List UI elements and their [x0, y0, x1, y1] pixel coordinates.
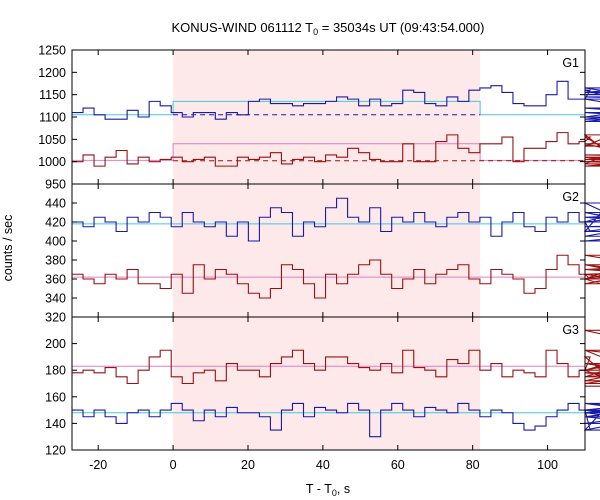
- x-tick-label: -20: [89, 458, 107, 472]
- g3-blue-histogram: [72, 402, 600, 438]
- g1-y-tick-label: 1000: [38, 155, 66, 169]
- g2-shaded-interval: [173, 184, 481, 317]
- g3-red-histogram: [72, 329, 600, 387]
- y-axis-label: counts / sec: [1, 215, 15, 282]
- x-axis-label: T - T0, s: [306, 482, 350, 498]
- g1-y-tick-label: 1050: [38, 133, 66, 147]
- panels-group: 950100010501100115012001250G132034036038…: [38, 44, 600, 472]
- x-tick-label: 20: [241, 458, 255, 472]
- g3-y-tick-label: 180: [45, 364, 66, 378]
- g1-y-tick-label: 1200: [38, 66, 66, 80]
- g1-red-histogram: [72, 132, 600, 167]
- g2-y-tick-label: 380: [45, 254, 66, 268]
- chart-title: KONUS-WIND 061112 T0 = 35034s UT (09:43:…: [172, 20, 485, 37]
- g2-red-histogram: [72, 254, 600, 299]
- g2-y-tick-label: 320: [45, 311, 66, 325]
- g2-blue-histogram: [72, 197, 600, 242]
- g2-y-tick-label: 400: [45, 235, 66, 249]
- x-tick-label: 40: [316, 458, 330, 472]
- g3-y-tick-label: 120: [45, 444, 66, 458]
- g2-y-tick-label: 360: [45, 273, 66, 287]
- g3-shaded-interval: [173, 317, 481, 450]
- x-tick-label: 100: [537, 458, 558, 472]
- g2-panel-label: G2: [562, 190, 579, 204]
- g3-frame: [71, 316, 586, 451]
- g1-panel-label: G1: [562, 56, 579, 70]
- x-tick-label: 60: [391, 458, 405, 472]
- g1-y-tick-label: 1250: [38, 44, 66, 58]
- g1-y-tick-label: 950: [45, 178, 66, 192]
- g2-y-tick-label: 340: [45, 292, 66, 306]
- x-tick-label: 80: [466, 458, 480, 472]
- g1-shaded-interval: [173, 50, 481, 184]
- g2-y-tick-label: 420: [45, 216, 66, 230]
- g1-y-tick-label: 1150: [39, 88, 66, 102]
- g3-y-tick-label: 160: [45, 390, 66, 404]
- g2-y-tick-label: 440: [45, 197, 66, 211]
- g3-y-tick-label: 140: [45, 417, 66, 431]
- x-tick-label: 0: [170, 458, 177, 472]
- g3-y-tick-label: 200: [45, 337, 66, 351]
- g1-blue-histogram: [72, 80, 600, 123]
- g1-y-tick-label: 1100: [39, 111, 66, 125]
- g3-panel-label: G3: [562, 323, 579, 337]
